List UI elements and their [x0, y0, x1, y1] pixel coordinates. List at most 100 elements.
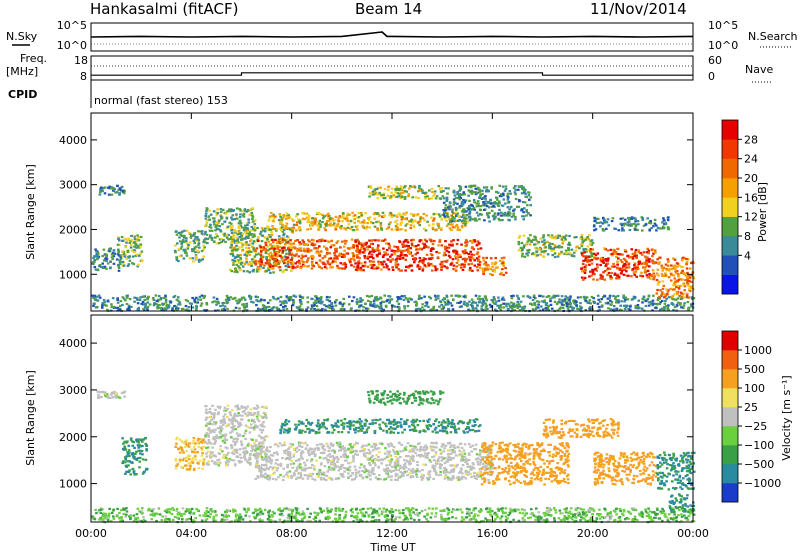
velocity-cell — [591, 507, 594, 510]
power-cell — [535, 239, 539, 242]
power-cell — [470, 262, 473, 265]
velocity-cell — [285, 507, 288, 510]
power-cell — [553, 252, 557, 255]
power-cell — [390, 249, 394, 252]
power-cell — [180, 254, 183, 257]
power-cell — [171, 308, 174, 311]
velocity-cell — [205, 510, 209, 513]
power-cell — [398, 306, 401, 309]
velocity-cell — [210, 510, 214, 513]
power-cell — [598, 308, 601, 311]
power-cell — [377, 239, 380, 242]
power-cell — [251, 217, 254, 221]
velocity-cell — [632, 520, 636, 523]
velocity-cell — [118, 511, 121, 515]
power-cell — [336, 219, 340, 222]
power-cell — [599, 221, 603, 224]
power-cell — [441, 263, 444, 266]
power-cell — [476, 240, 480, 243]
power-cell — [201, 258, 204, 261]
power-cell — [450, 262, 453, 265]
power-cell — [560, 252, 563, 255]
velocity-cell — [547, 513, 550, 517]
power-cell — [359, 268, 362, 271]
power-cell — [213, 217, 216, 220]
power-cell — [324, 224, 328, 227]
velocity-cell — [386, 518, 390, 522]
power-cell — [325, 267, 329, 270]
power-cell — [127, 263, 131, 266]
power-cell — [362, 221, 366, 224]
power-cell — [516, 301, 519, 304]
power-cell — [471, 257, 475, 260]
power-cell — [455, 261, 459, 264]
power-cell — [643, 271, 647, 274]
power-cell — [359, 266, 363, 269]
power-cell — [136, 302, 140, 305]
power-cell — [213, 220, 216, 223]
power-cell — [310, 267, 314, 270]
velocity-cell — [309, 520, 312, 523]
power-cell — [122, 253, 126, 256]
power-cell — [672, 274, 676, 277]
power-cell — [444, 253, 447, 257]
power-cell — [445, 198, 449, 201]
power-cell — [241, 237, 244, 240]
power-cell — [598, 300, 602, 303]
power-cell — [253, 219, 257, 222]
power-cell — [603, 270, 607, 273]
power-cell — [500, 271, 503, 274]
power-cell — [572, 251, 576, 254]
power-cell — [291, 256, 294, 259]
power-cell — [250, 250, 253, 253]
power-cell — [268, 247, 272, 251]
power-cell — [315, 297, 319, 300]
power-cell — [106, 300, 110, 303]
power-cell — [579, 296, 583, 299]
power-cell — [508, 190, 512, 193]
power-cell — [216, 208, 219, 211]
power-cell — [583, 251, 586, 254]
power-cell — [414, 220, 417, 223]
power-cell — [356, 246, 359, 249]
power-cell — [677, 273, 680, 276]
power-cell — [408, 297, 411, 300]
power-cell — [634, 248, 638, 252]
power-cell — [230, 243, 233, 246]
power-cell — [259, 298, 263, 301]
power-cell — [512, 212, 515, 215]
power-cell — [455, 213, 458, 216]
velocity-cell — [232, 508, 235, 511]
velocity-cell — [176, 516, 179, 519]
power-cell — [464, 260, 467, 263]
power-cell — [476, 251, 480, 254]
power-cell — [522, 186, 525, 189]
power-cell — [400, 194, 403, 197]
velocity-cell — [453, 509, 456, 512]
power-cell — [395, 215, 399, 218]
power-cell — [387, 295, 390, 298]
power-cell — [130, 234, 133, 238]
power-cell — [531, 252, 535, 255]
power-cell — [418, 184, 421, 188]
power-cell — [475, 205, 479, 208]
velocity-cell — [433, 515, 437, 518]
power-cell — [112, 305, 116, 309]
power-cell — [547, 304, 550, 307]
power-cell — [650, 274, 653, 277]
power-cell — [410, 185, 414, 188]
power-cell — [452, 189, 456, 192]
power-cell — [387, 226, 391, 229]
power-cell — [682, 292, 685, 295]
power-cell — [389, 211, 393, 215]
power-cell — [388, 300, 392, 303]
power-cell — [484, 308, 487, 311]
power-cell — [648, 228, 652, 231]
power-cell — [456, 294, 460, 297]
power-cell — [302, 247, 306, 250]
power-cell — [297, 218, 300, 221]
power-cell — [446, 206, 450, 209]
power-cell — [485, 256, 488, 259]
velocity-cell — [95, 512, 98, 515]
power-cell — [615, 274, 619, 277]
